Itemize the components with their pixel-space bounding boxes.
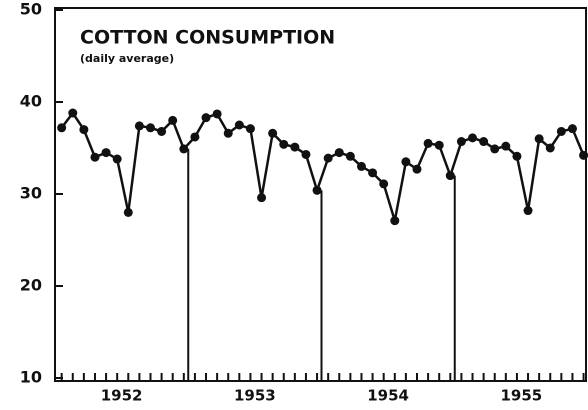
data-point: [101, 148, 111, 158]
data-point: [212, 109, 222, 119]
data-point: [356, 161, 366, 171]
y-tick-label: 10: [20, 368, 42, 387]
data-point: [134, 121, 144, 131]
data-point: [312, 185, 322, 195]
data-point: [323, 153, 333, 163]
data-point: [490, 144, 500, 154]
data-point: [157, 126, 167, 136]
y-tick-label: 40: [20, 92, 42, 111]
data-point: [145, 123, 155, 133]
data-point: [201, 113, 211, 123]
data-point: [434, 140, 444, 150]
data-point: [534, 134, 544, 144]
chart-subtitle: (daily average): [80, 52, 174, 65]
data-point: [368, 168, 378, 178]
y-tick-label: 20: [20, 276, 42, 295]
data-point: [112, 154, 122, 164]
chart-title: COTTON CONSUMPTION: [80, 27, 335, 49]
data-point: [334, 148, 344, 158]
data-point: [423, 138, 433, 148]
data-point: [279, 139, 289, 149]
data-point: [190, 132, 200, 142]
data-point: [456, 137, 466, 147]
data-point: [123, 207, 133, 217]
data-point: [401, 157, 411, 167]
data-point: [257, 193, 267, 203]
x-tick-label: 1954: [367, 387, 409, 405]
data-point: [79, 125, 89, 135]
data-point: [90, 152, 100, 162]
data-point: [301, 149, 311, 159]
data-point: [223, 128, 233, 138]
x-tick-label: 1952: [101, 387, 143, 405]
data-point: [268, 128, 278, 138]
data-point: [512, 151, 522, 161]
data-point: [545, 143, 555, 153]
data-point: [567, 124, 577, 134]
x-tick-label: 1955: [501, 387, 543, 405]
data-point: [523, 206, 533, 216]
data-point: [579, 150, 588, 160]
data-point: [468, 133, 478, 143]
data-point: [57, 123, 67, 133]
data-point: [556, 126, 566, 136]
data-point: [479, 137, 489, 147]
data-point: [390, 216, 400, 226]
data-point: [168, 115, 178, 125]
data-point: [290, 142, 300, 152]
data-point: [68, 108, 78, 118]
data-point: [379, 179, 389, 189]
data-point: [345, 151, 355, 161]
data-point: [245, 124, 255, 134]
y-tick-label: 50: [20, 0, 42, 19]
x-tick-label: 1953: [234, 387, 276, 405]
data-point: [445, 171, 455, 181]
data-point: [501, 141, 511, 151]
y-tick-label: 30: [20, 184, 42, 203]
data-point: [234, 120, 244, 130]
data-point: [179, 144, 189, 154]
data-point: [412, 164, 422, 174]
